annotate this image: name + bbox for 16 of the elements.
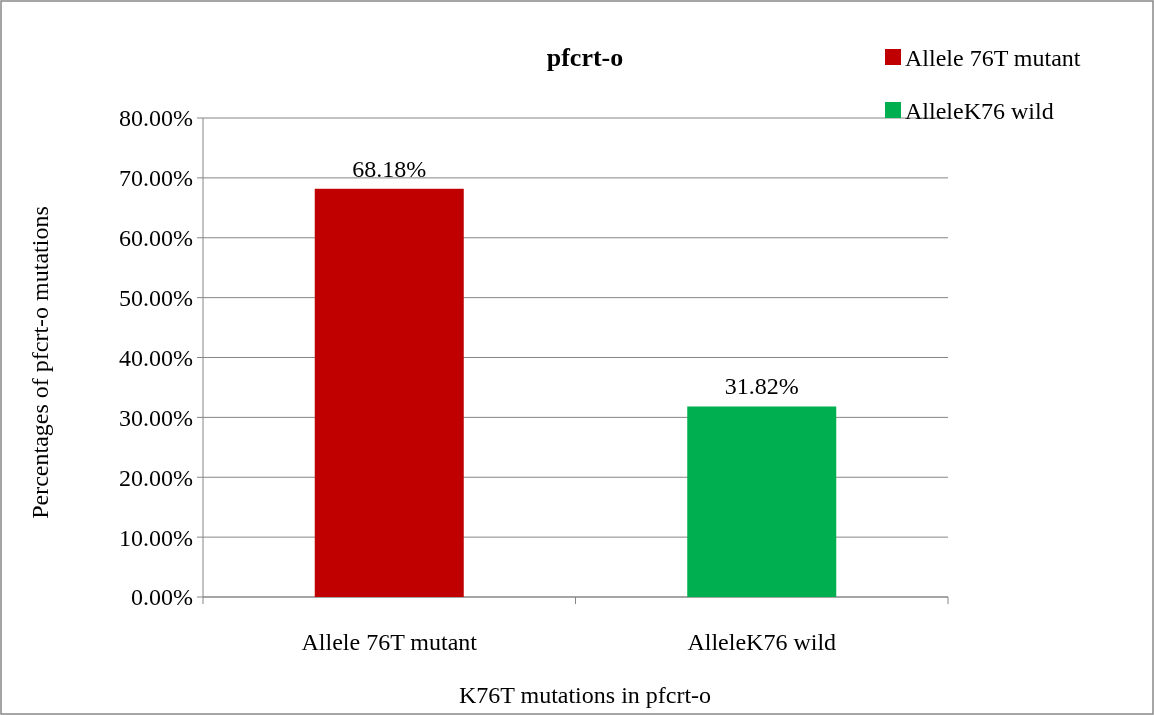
y-tick-label: 70.00% [119, 165, 193, 192]
x-axis-title: K76T mutations in pfcrt-o [458, 682, 712, 708]
y-tick-label: 80.00% [119, 105, 193, 132]
y-tick-label: 20.00% [119, 464, 193, 491]
y-tick-label: 30.00% [119, 404, 193, 431]
y-tick-label: 10.00% [119, 524, 193, 551]
data-label: 68.18% [352, 155, 427, 182]
y-tick-label: 40.00% [119, 344, 193, 371]
legend-label: AlleleK76 wild [905, 98, 1054, 125]
y-tick-label: 60.00% [119, 225, 193, 252]
chart-title: pfcrt-o [546, 43, 624, 72]
y-tick-label: 0.00% [131, 584, 193, 611]
data-label: 31.82% [724, 373, 799, 400]
y-tick-label: 50.00% [119, 285, 193, 312]
y-axis-title: Percentages of pfcrt-o mutations [27, 206, 53, 519]
legend-label: Allele 76T mutant [905, 45, 1081, 72]
